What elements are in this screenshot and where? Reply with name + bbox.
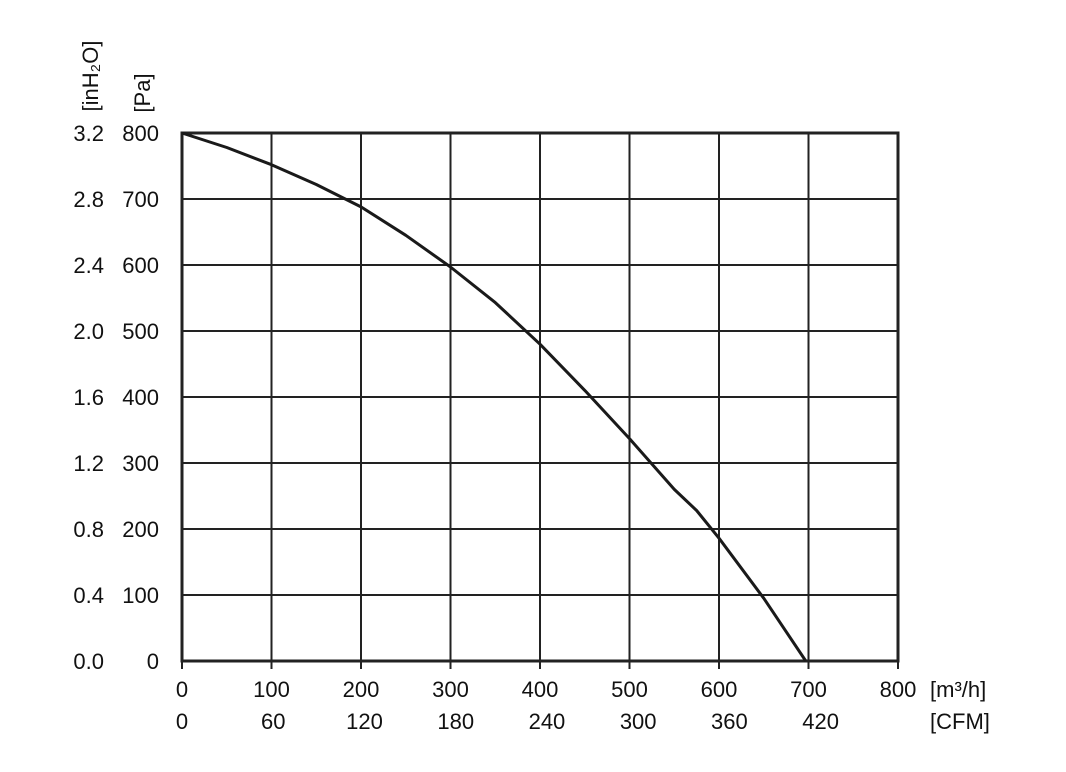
y-tick-label: 600 (122, 253, 159, 278)
x2-tick-labels: 0 60 120 180 240 300 360 420 (176, 709, 839, 734)
y2-axis-unit: [inH₂O] (78, 41, 103, 112)
y-tick-label: 400 (122, 385, 159, 410)
x-axis-unit: [m³/h] (930, 677, 986, 702)
y2-tick-label: 3.2 (73, 121, 104, 146)
x2-tick-label: 180 (437, 709, 474, 734)
y2-tick-label: 2.0 (73, 319, 104, 344)
x2-axis-unit: [CFM] (930, 709, 990, 734)
x-tick-label: 100 (253, 677, 290, 702)
x2-tick-label: 0 (176, 709, 188, 734)
y-tick-label: 700 (122, 187, 159, 212)
y-tick-label: 800 (122, 121, 159, 146)
x2-tick-label: 120 (346, 709, 383, 734)
y2-tick-label: 2.4 (73, 253, 104, 278)
y2-tick-labels: 0.0 0.4 0.8 1.2 1.6 2.0 2.4 2.8 3.2 (73, 121, 104, 674)
x-tick-labels: 0 100 200 300 400 500 600 700 800 (176, 677, 916, 702)
x-tick-label: 400 (522, 677, 559, 702)
x2-tick-label: 300 (620, 709, 657, 734)
y2-tick-label: 0.8 (73, 517, 104, 542)
y2-tick-label: 1.6 (73, 385, 104, 410)
x-tick-label: 600 (701, 677, 738, 702)
y-tick-labels: 0 100 200 300 400 500 600 700 800 (122, 121, 159, 674)
y-axis-unit: [Pa] (130, 73, 155, 112)
x-tick-label: 800 (880, 677, 917, 702)
y-tick-label: 0 (147, 649, 159, 674)
x-tick-label: 700 (790, 677, 827, 702)
y-tick-label: 500 (122, 319, 159, 344)
y2-tick-label: 0.0 (73, 649, 104, 674)
x2-tick-label: 240 (529, 709, 566, 734)
grid-lines (181, 132, 899, 669)
y-tick-label: 100 (122, 583, 159, 608)
y2-tick-label: 1.2 (73, 451, 104, 476)
y-tick-label: 300 (122, 451, 159, 476)
y-tick-label: 200 (122, 517, 159, 542)
y2-tick-label: 2.8 (73, 187, 104, 212)
x-tick-label: 0 (176, 677, 188, 702)
x2-tick-label: 420 (802, 709, 839, 734)
x-tick-label: 300 (432, 677, 469, 702)
x-tick-label: 500 (611, 677, 648, 702)
plot-frame (180, 131, 900, 663)
y2-tick-label: 0.4 (73, 583, 104, 608)
series-line (181, 131, 808, 662)
x2-tick-label: 60 (261, 709, 285, 734)
x-tick-label: 200 (343, 677, 380, 702)
x2-tick-label: 360 (711, 709, 748, 734)
